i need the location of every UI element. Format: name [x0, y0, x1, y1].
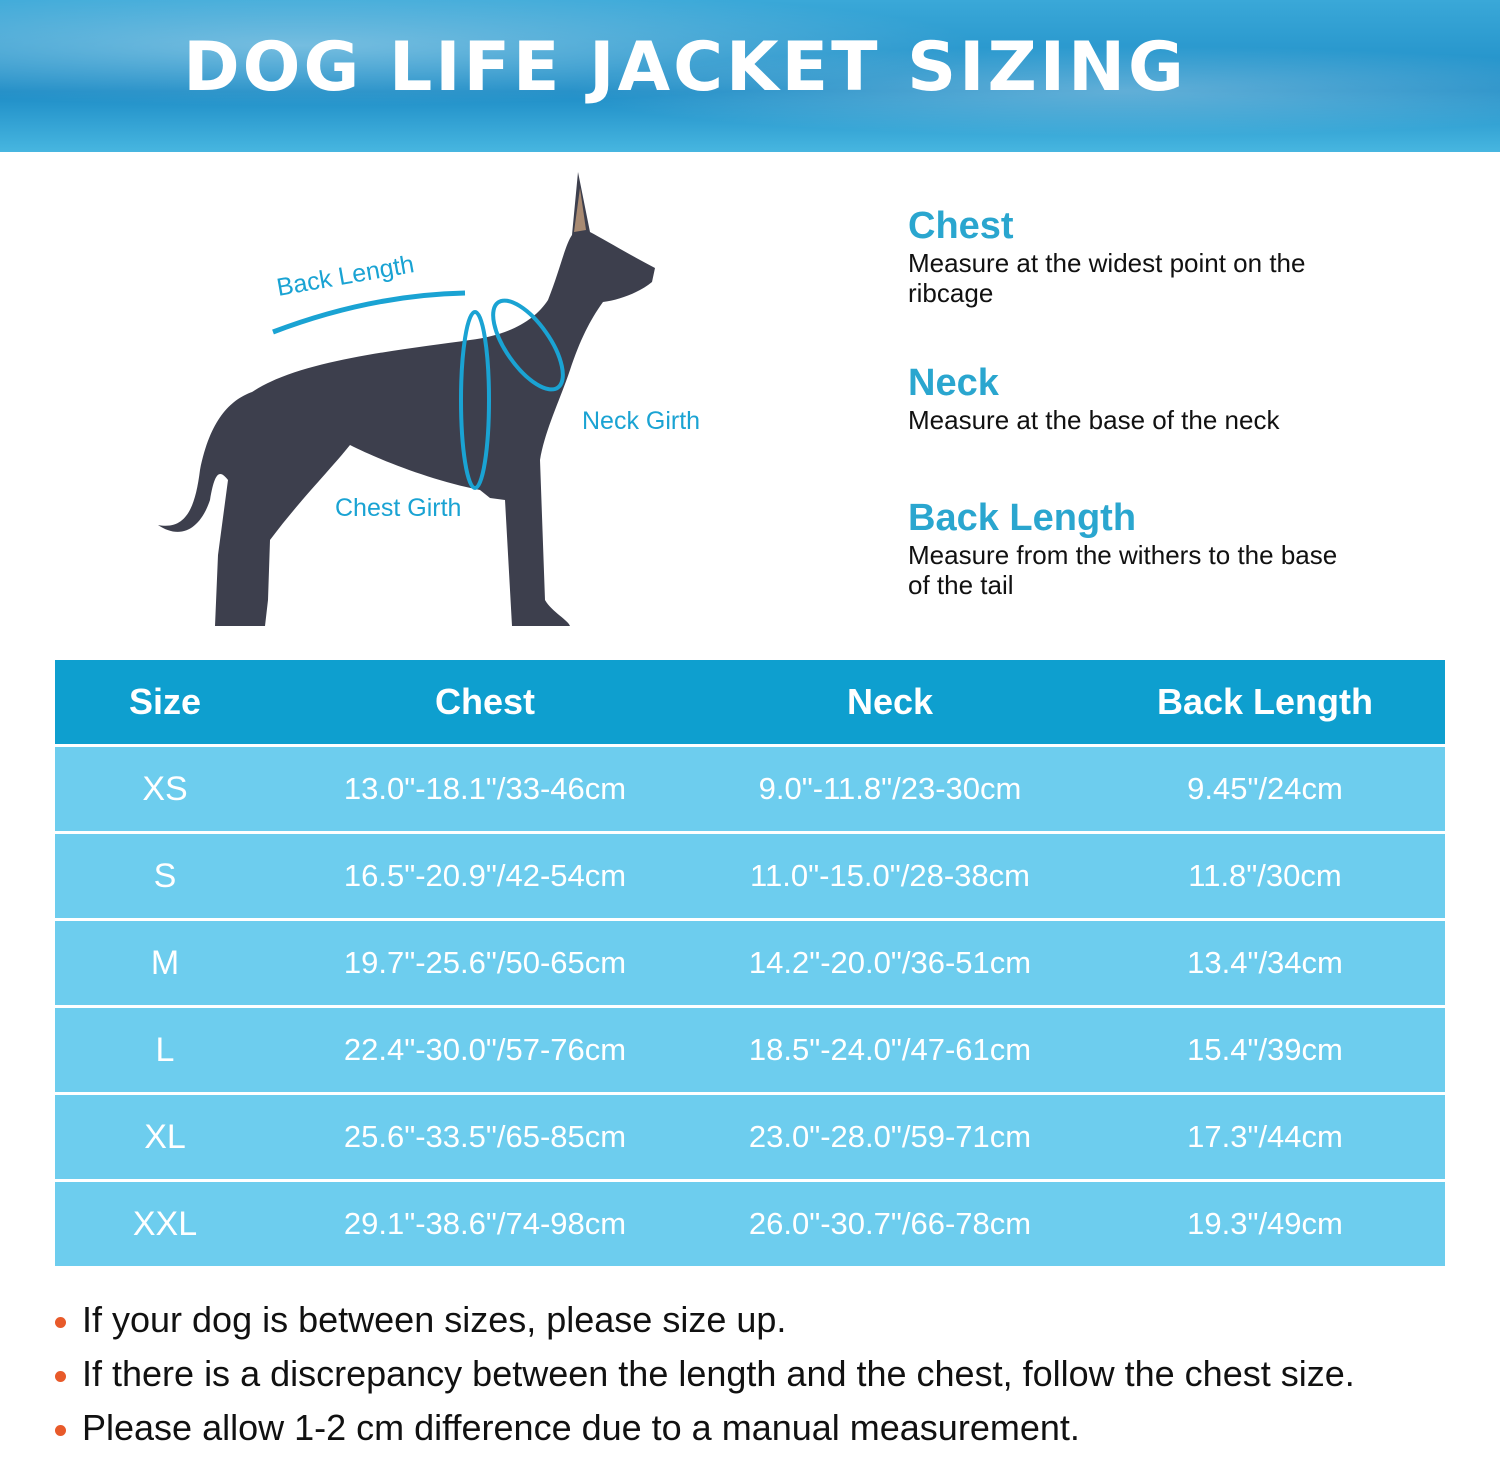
note-text: Please allow 1-2 cm difference due to a …	[82, 1407, 1080, 1448]
guide-text: Measure at the base of the neck	[908, 405, 1280, 435]
cell-back-length: 13.4"/34cm	[1085, 919, 1445, 1008]
size-table: Size Chest Neck Back Length XS 13.0"-18.1…	[55, 660, 1445, 1269]
neck-girth-label: Neck Girth	[582, 407, 701, 435]
cell-size: XL	[55, 1093, 275, 1182]
dog-illustration	[158, 172, 655, 626]
guide-heading: Neck	[908, 362, 999, 404]
chest-girth-label: Chest Girth	[335, 494, 462, 522]
cell-back-length: 9.45"/24cm	[1085, 745, 1445, 834]
cell-size: XS	[55, 745, 275, 834]
notes-list: If your dog is between sizes, please siz…	[55, 1296, 1355, 1458]
table-row: XL 25.6"-33.5"/65-85cm 23.0"-28.0"/59-71cm…	[55, 1093, 1445, 1182]
note-text: If there is a discrepancy between the le…	[82, 1353, 1355, 1394]
cell-neck: 14.2"-20.0"/36-51cm	[695, 919, 1085, 1008]
guide-text: Measure at the widest point on the ribca…	[908, 248, 1306, 308]
note-text: If your dog is between sizes, please siz…	[82, 1299, 787, 1340]
note-item: Please allow 1-2 cm difference due to a …	[55, 1404, 1355, 1458]
table-row: M 19.7"-25.6"/50-65cm 14.2"-20.0"/36-51cm 1…	[55, 919, 1445, 1008]
guide-neck: Neck Measure at the base of the neck	[908, 362, 1358, 435]
cell-back-length: 11.8"/30cm	[1085, 832, 1445, 921]
header-neck: Neck	[695, 660, 1085, 747]
cell-neck: 9.0"-11.8"/23-30cm	[695, 745, 1085, 834]
guide-back-length: Back Length Measure from the withers to …	[908, 497, 1358, 600]
table-header: Size Chest Neck Back Length	[55, 660, 1445, 747]
guide-heading: Chest	[908, 205, 1014, 247]
cell-back-length: 15.4"/39cm	[1085, 1006, 1445, 1095]
cell-chest: 29.1"-38.6"/74-98cm	[275, 1180, 695, 1269]
guide-chest: Chest Measure at the widest point on the…	[908, 205, 1338, 308]
cell-neck: 11.0"-15.0"/28-38cm	[695, 832, 1085, 921]
cell-size: M	[55, 919, 275, 1008]
dog-ear	[574, 188, 586, 232]
bullet-icon	[55, 1370, 66, 1382]
guide-heading: Back Length	[908, 497, 1137, 539]
cell-chest: 16.5"-20.9"/42-54cm	[275, 832, 695, 921]
note-item: If there is a discrepancy between the le…	[55, 1350, 1355, 1404]
guide-text: Measure from the withers to the base of …	[908, 540, 1338, 600]
header-chest: Chest	[275, 660, 695, 747]
cell-chest: 25.6"-33.5"/65-85cm	[275, 1093, 695, 1182]
dog-silhouette	[158, 172, 655, 626]
table-row: S 16.5"-20.9"/42-54cm 11.0"-15.0"/28-38cm 1…	[55, 832, 1445, 921]
cell-chest: 13.0"-18.1"/33-46cm	[275, 745, 695, 834]
bullet-icon	[55, 1316, 66, 1328]
cell-size: XXL	[55, 1180, 275, 1269]
note-item: If your dog is between sizes, please siz…	[55, 1296, 1355, 1350]
cell-back-length: 17.3"/44cm	[1085, 1093, 1445, 1182]
page-title: DOG LIFE JACKET SIZING	[183, 28, 1187, 107]
back-length-line	[272, 290, 466, 335]
cell-size: S	[55, 832, 275, 921]
table-row: XXL 29.1"-38.6"/74-98cm 26.0"-30.7"/66-78c…	[55, 1180, 1445, 1269]
bullet-icon	[55, 1424, 66, 1436]
water-banner: DOG LIFE JACKET SIZING	[0, 0, 1500, 152]
cell-back-length: 19.3"/49cm	[1085, 1180, 1445, 1269]
cell-neck: 23.0"-28.0"/59-71cm	[695, 1093, 1085, 1182]
cell-chest: 22.4"-30.0"/57-76cm	[275, 1006, 695, 1095]
table-row: L 22.4"-30.0"/57-76cm 18.5"-24.0"/47-61cm 1…	[55, 1006, 1445, 1095]
chest-girth-ring	[459, 310, 491, 490]
cell-size: L	[55, 1006, 275, 1095]
cell-neck: 26.0"-30.7"/66-78cm	[695, 1180, 1085, 1269]
cell-chest: 19.7"-25.6"/50-65cm	[275, 919, 695, 1008]
table-row: XS 13.0"-18.1"/33-46cm 9.0"-11.8"/23-30cm 9…	[55, 745, 1445, 834]
header-size: Size	[55, 660, 275, 747]
header-back-length: Back Length	[1085, 660, 1445, 747]
cell-neck: 18.5"-24.0"/47-61cm	[695, 1006, 1085, 1095]
neck-girth-ring	[491, 298, 565, 392]
